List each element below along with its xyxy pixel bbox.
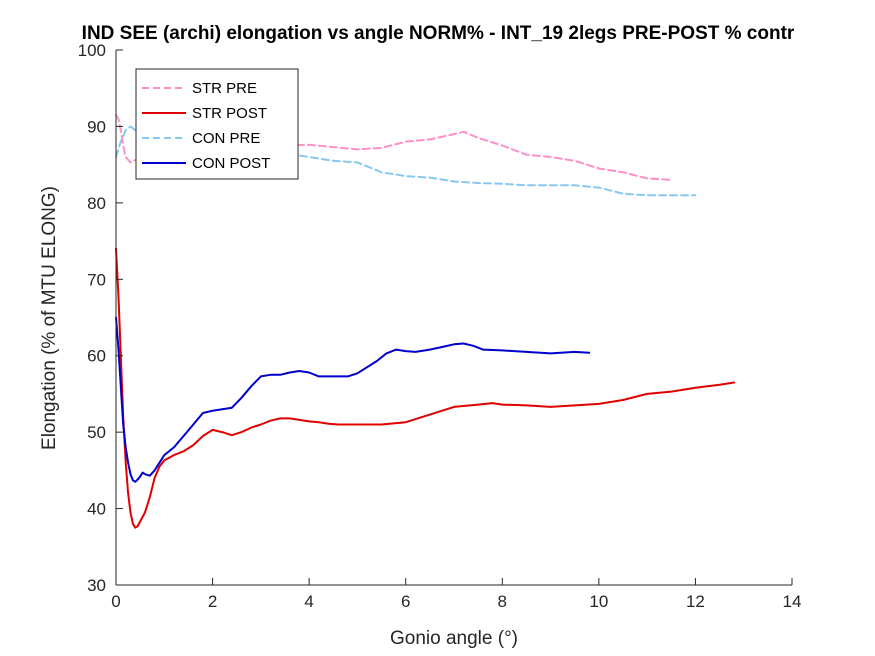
legend-label-con-post: CON POST — [192, 155, 270, 172]
x-tick-label: 0 — [111, 592, 120, 611]
x-tick-label: 2 — [208, 592, 217, 611]
y-tick-label: 90 — [87, 117, 106, 136]
x-tick-label: 6 — [401, 592, 410, 611]
x-tick-label: 14 — [783, 592, 802, 611]
y-tick-label: 30 — [87, 576, 106, 595]
legend-label-str-post: STR POST — [192, 105, 267, 122]
x-ticks: 0 2 4 6 8 10 12 14 — [111, 578, 801, 611]
x-tick-label: 12 — [686, 592, 705, 611]
series-line-con-post — [115, 316, 591, 483]
y-ticks: 30 40 50 60 70 80 90 100 — [78, 41, 123, 595]
y-tick-label: 60 — [87, 347, 106, 366]
y-tick-label: 40 — [87, 500, 106, 519]
x-tick-label: 8 — [498, 592, 507, 611]
chart-title: IND SEE (archi) elongation vs angle NORM… — [82, 23, 795, 44]
y-tick-label: 100 — [78, 41, 106, 60]
y-tick-label: 50 — [87, 423, 106, 442]
series-line-str-pre — [115, 114, 673, 181]
y-tick-label: 80 — [87, 194, 106, 213]
y-tick-label: 70 — [87, 270, 106, 289]
axes-layer: 0 2 4 6 8 10 12 14 30 40 50 60 70 80 90 100 — [78, 41, 802, 611]
legend-items: STR PRE STR POST CON PRE CON POST — [142, 80, 270, 172]
legend-label-con-pre: CON PRE — [192, 130, 260, 147]
legend-box — [135, 68, 299, 180]
legend-label-str-pre: STR PRE — [192, 80, 257, 97]
series-line-str-post — [115, 247, 736, 529]
x-tick-label: 10 — [589, 592, 608, 611]
y-axis-label: Elongation (% of MTU ELONG) — [39, 186, 60, 450]
legend: STR PRE STR POST CON PRE CON POST — [135, 68, 299, 180]
x-tick-label: 4 — [304, 592, 313, 611]
x-axis-label: Gonio angle (°) — [390, 628, 518, 649]
